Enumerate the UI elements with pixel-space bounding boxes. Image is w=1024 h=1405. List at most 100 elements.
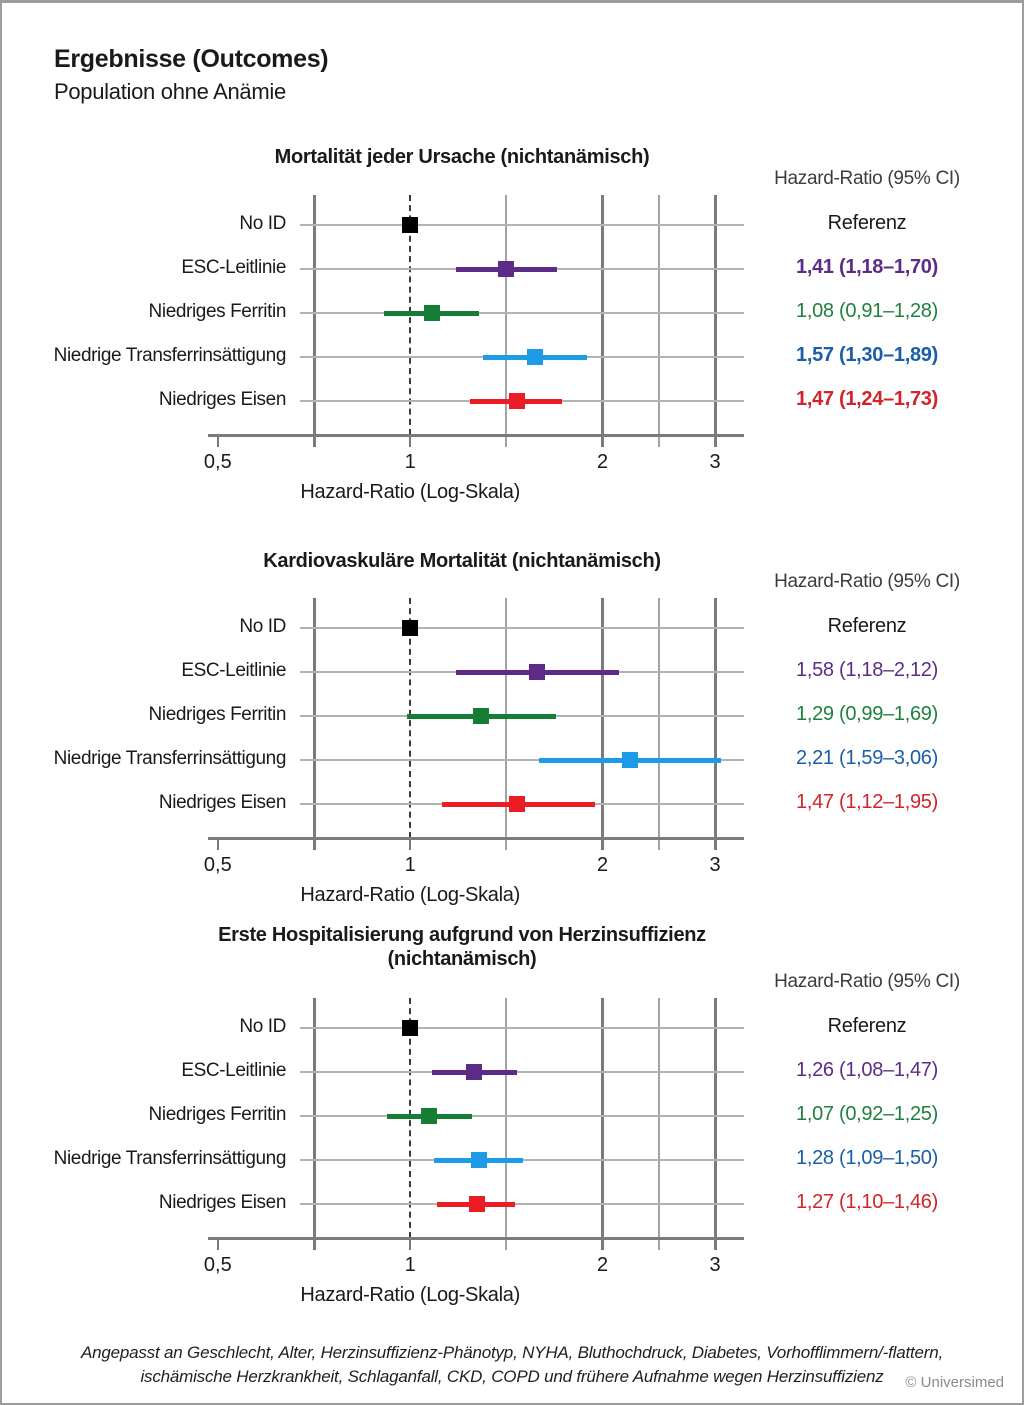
row-line — [300, 1071, 744, 1073]
x-axis-tick-label: 0,5 — [203, 854, 232, 876]
x-axis-title: Hazard-Ratio (Log-Skala) — [300, 481, 520, 503]
hazard-ratio-marker — [420, 1108, 437, 1124]
hazard-ratio-column-header: Hazard-Ratio (95% CI) — [774, 571, 960, 592]
x-axis-tick — [409, 838, 412, 850]
x-axis-tick — [216, 435, 219, 447]
row-label-esc-leitlinie: ESC-Leitlinie — [181, 1060, 286, 1081]
x-axis-line — [207, 1237, 744, 1240]
hazard-ratio-value: 1,47 (1,24–1,73) — [796, 388, 938, 410]
hazard-ratio-value: 1,41 (1,18–1,70) — [796, 256, 938, 278]
x-axis-tick-label: 1 — [404, 854, 416, 876]
x-axis-tick-label: 1 — [404, 451, 416, 473]
hazard-ratio-marker — [497, 261, 514, 277]
page-subtitle: Population ohne Anämie — [54, 79, 286, 104]
hazard-ratio-marker — [423, 305, 440, 321]
hazard-ratio-marker — [527, 349, 544, 365]
row-line — [300, 759, 744, 761]
major-gridline — [713, 998, 717, 1250]
row-label-niedrige-transferrins-ttigung: Niedrige Transferrinsättigung — [53, 345, 287, 366]
row-label-no-id: No ID — [239, 1016, 286, 1037]
row-label-esc-leitlinie: ESC-Leitlinie — [181, 257, 286, 278]
chart-title: Mortalität jeder Ursache (nichtanämisch) — [274, 146, 650, 168]
hazard-ratio-value: 1,27 (1,10–1,46) — [796, 1191, 938, 1213]
minor-gridline — [657, 998, 660, 1250]
x-axis-tick — [216, 838, 219, 850]
hazard-ratio-value: Referenz — [827, 615, 907, 637]
hazard-ratio-marker — [529, 664, 546, 680]
x-axis-tick-label: 0,5 — [203, 1254, 232, 1276]
major-gridline — [713, 598, 717, 850]
major-gridline — [601, 195, 605, 447]
hazard-ratio-marker — [468, 1196, 485, 1212]
x-axis-tick-label: 2 — [596, 451, 609, 473]
hazard-ratio-value: 1,47 (1,12–1,95) — [796, 791, 938, 813]
major-gridline — [312, 195, 316, 447]
chart-title: Kardiovaskuläre Mortalität (nichtanämisc… — [263, 550, 661, 572]
hazard-ratio-column-header: Hazard-Ratio (95% CI) — [774, 971, 960, 992]
hazard-ratio-value: 1,28 (1,09–1,50) — [796, 1147, 938, 1169]
hazard-ratio-value: 1,26 (1,08–1,47) — [796, 1059, 938, 1081]
row-line — [300, 224, 744, 226]
row-line — [300, 1203, 744, 1205]
major-gridline — [601, 598, 605, 850]
hazard-ratio-value: 2,21 (1,59–3,06) — [796, 747, 938, 769]
x-axis-tick — [409, 1238, 412, 1250]
row-label-no-id: No ID — [239, 616, 286, 637]
hazard-ratio-value: 1,29 (0,99–1,69) — [796, 703, 938, 725]
hazard-ratio-value: 1,58 (1,18–2,12) — [796, 659, 938, 681]
row-label-niedrige-transferrins-ttigung: Niedrige Transferrinsättigung — [53, 1148, 287, 1169]
footer-adjustment-note-line1: Angepasst an Geschlecht, Alter, Herzinsu… — [80, 1343, 944, 1362]
row-label-niedriges-ferritin: Niedriges Ferritin — [148, 704, 287, 725]
hazard-ratio-marker — [466, 1064, 483, 1080]
major-gridline — [713, 195, 717, 447]
page-title: Ergebnisse (Outcomes) — [54, 45, 329, 73]
hazard-ratio-value: 1,08 (0,91–1,28) — [796, 300, 938, 322]
row-label-niedriges-ferritin: Niedriges Ferritin — [148, 301, 287, 322]
minor-gridline — [505, 598, 508, 850]
row-label-niedrige-transferrins-ttigung: Niedrige Transferrinsättigung — [53, 748, 287, 769]
x-axis-tick-label: 2 — [596, 1254, 609, 1276]
row-label-niedriges-eisen: Niedriges Eisen — [158, 1192, 286, 1213]
hazard-ratio-marker — [402, 620, 419, 636]
minor-gridline — [505, 998, 508, 1250]
hazard-ratio-marker — [402, 217, 419, 233]
x-axis-title: Hazard-Ratio (Log-Skala) — [300, 884, 520, 906]
x-axis-line — [207, 837, 744, 840]
hazard-ratio-value: Referenz — [827, 1015, 907, 1037]
row-label-niedriges-eisen: Niedriges Eisen — [158, 792, 286, 813]
minor-gridline — [657, 598, 660, 850]
row-line — [300, 1027, 744, 1029]
x-axis-tick-label: 1 — [404, 1254, 416, 1276]
row-line — [300, 627, 744, 629]
row-label-no-id: No ID — [239, 213, 286, 234]
major-gridline — [312, 998, 316, 1250]
x-axis-tick-label: 0,5 — [203, 451, 232, 473]
hazard-ratio-marker — [509, 796, 526, 812]
row-label-niedriges-eisen: Niedriges Eisen — [158, 389, 286, 410]
row-label-esc-leitlinie: ESC-Leitlinie — [181, 660, 286, 681]
x-axis-tick — [409, 435, 412, 447]
credit-universimed: © Universimed — [905, 1374, 1004, 1391]
row-line — [300, 312, 744, 314]
x-axis-tick-label: 2 — [596, 854, 609, 876]
hazard-ratio-marker — [509, 393, 526, 409]
hazard-ratio-value: 1,57 (1,30–1,89) — [796, 344, 938, 366]
hazard-ratio-marker — [402, 1020, 419, 1036]
row-line — [300, 1115, 744, 1117]
footer-adjustment-note-line2: ischämische Herzkrankheit, Schlaganfall,… — [140, 1367, 884, 1386]
major-gridline — [601, 998, 605, 1250]
major-gridline — [312, 598, 316, 850]
x-axis-title: Hazard-Ratio (Log-Skala) — [300, 1284, 520, 1306]
x-axis-tick-label: 3 — [709, 451, 721, 473]
x-axis-line — [207, 434, 744, 437]
hazard-ratio-column-header: Hazard-Ratio (95% CI) — [774, 168, 960, 189]
hazard-ratio-marker — [622, 752, 639, 768]
hazard-ratio-marker — [470, 1152, 487, 1168]
chart-title: (nichtanämisch) — [387, 948, 537, 970]
hazard-ratio-marker — [472, 708, 489, 724]
minor-gridline — [505, 195, 508, 447]
row-label-niedriges-ferritin: Niedriges Ferritin — [148, 1104, 287, 1125]
x-axis-tick-label: 3 — [709, 854, 721, 876]
x-axis-tick — [216, 1238, 219, 1250]
